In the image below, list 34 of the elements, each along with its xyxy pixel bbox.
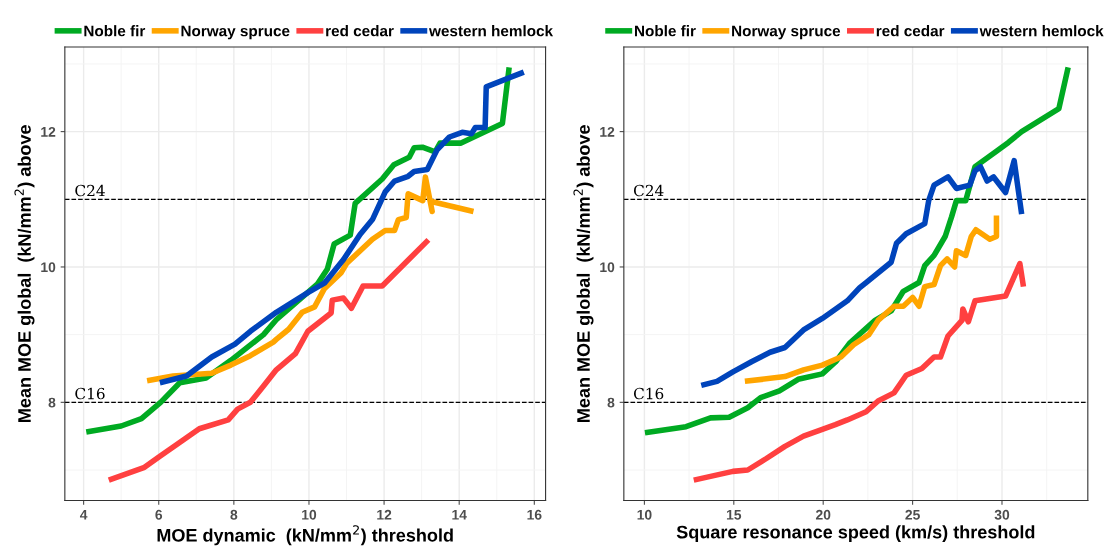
legend-label: western hemlock: [979, 25, 1104, 37]
legend-label: western hemlock: [429, 25, 554, 37]
x-tick-label: 4: [79, 510, 88, 520]
y-tick-label: 10: [41, 262, 56, 273]
ref-line-label: C24: [75, 184, 105, 197]
y-tick-label: 8: [48, 397, 56, 408]
y-axis-title: Mean MOE global (kN/mm$^{2}$) above: [14, 125, 35, 422]
x-tick-label: 16: [527, 509, 542, 520]
legend-label: Noble fir: [635, 25, 696, 37]
legend-label: red cedar: [326, 25, 394, 37]
legend-label: Norway spruce: [181, 25, 290, 40]
ref-line-label: C16: [633, 387, 664, 400]
legend-label: Noble fir: [84, 25, 146, 37]
x-tick-label: 10: [637, 509, 652, 520]
x-tick-label: 25: [905, 509, 920, 520]
x-tick-label: 20: [815, 509, 831, 520]
y-tick-label: 12: [600, 126, 615, 137]
x-tick-label: 14: [452, 510, 467, 520]
y-tick-label: 8: [607, 397, 615, 408]
x-axis-title: Square resonance speed (km/s) threshold: [676, 525, 1035, 543]
x-tick-label: 15: [726, 510, 742, 520]
legend-label: Norway spruce: [732, 25, 841, 40]
ref-line-label: C24: [633, 184, 664, 197]
y-tick-label: 12: [41, 126, 56, 137]
x-tick-label: 30: [994, 509, 1010, 520]
y-axis-title: Mean MOE global (kN/mm$^{2}$) above: [573, 125, 594, 422]
x-tick-label: 8: [230, 509, 238, 520]
x-tick-label: 12: [377, 509, 392, 520]
legend-label: red cedar: [876, 25, 945, 37]
x-axis-title: MOE dynamic (kN/mm$^{2}$) threshold: [157, 525, 453, 546]
y-tick-label: 10: [600, 262, 615, 273]
x-tick-label: 6: [155, 509, 163, 520]
x-tick-label: 10: [302, 509, 317, 520]
ref-line-label: C16: [75, 387, 105, 400]
